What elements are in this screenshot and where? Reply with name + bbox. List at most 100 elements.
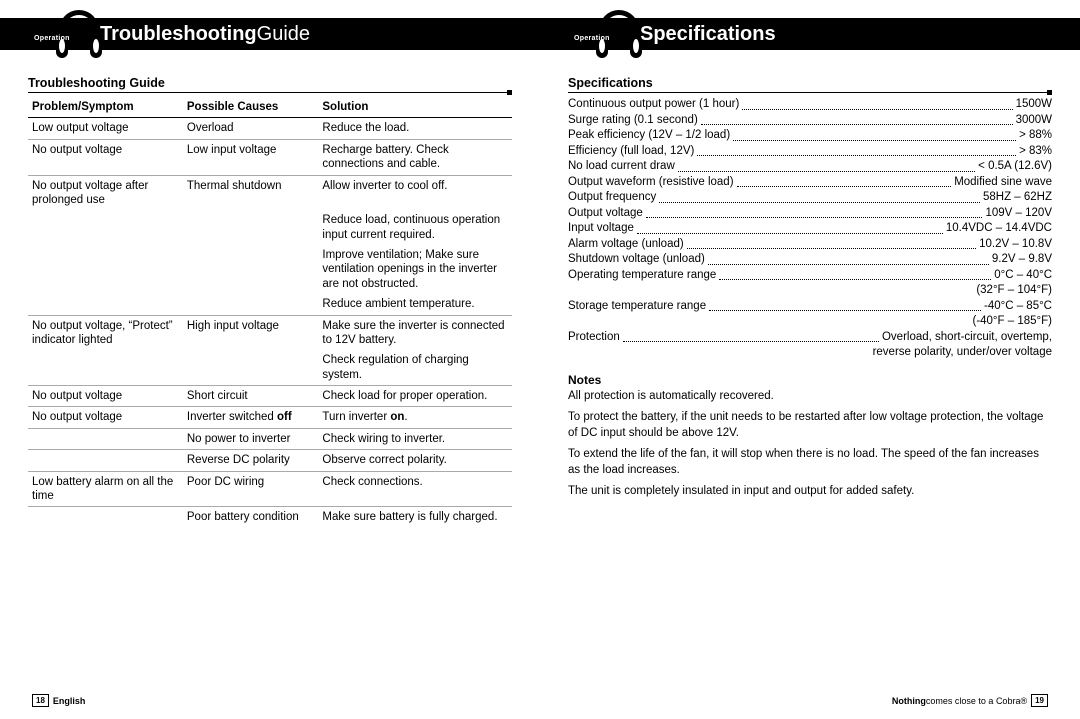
spec-label: Shutdown voltage (unload) [568, 252, 705, 268]
page-number-right: 19 [1031, 694, 1048, 707]
troubleshooting-table: Problem/Symptom Possible Causes Solution… [28, 97, 512, 528]
cell-problem [28, 428, 183, 449]
spec-line: Operating temperature range0°C – 40°C [568, 268, 1052, 284]
cell-problem: No output voltage [28, 386, 183, 407]
spec-value: 9.2V – 9.8V [992, 252, 1052, 268]
spec-label: Protection [568, 330, 620, 346]
spec-line: Continuous output power (1 hour)1500W [568, 97, 1052, 113]
cell-solution: Turn inverter on. [318, 407, 512, 428]
spec-label: Storage temperature range [568, 299, 706, 315]
spec-dots [697, 144, 1016, 157]
spec-value: 1500W [1016, 97, 1052, 113]
spec-dots [737, 175, 952, 188]
spec-dots [701, 113, 1013, 126]
section-title-troubleshooting: Troubleshooting Guide [28, 76, 512, 93]
spec-line: Shutdown voltage (unload) 9.2V – 9.8V [568, 252, 1052, 268]
spec-label: Peak efficiency (12V – 1/2 load) [568, 128, 730, 144]
spec-value-cont: (-40°F – 185°F) [568, 314, 1052, 330]
note-paragraph: To protect the battery, if the unit need… [568, 410, 1052, 441]
document-spread: Operation Troubleshooting Guide Troubles… [0, 0, 1080, 719]
spec-line: No load current draw< 0.5A (12.6V) [568, 159, 1052, 175]
cell-solution: Make sure battery is fully charged. [318, 507, 512, 528]
cell-problem [28, 245, 183, 294]
table-row: Check regulation of charging system. [28, 350, 512, 385]
cell-problem: No output voltage [28, 139, 183, 175]
table-row: Improve ventilation; Make sure ventilati… [28, 245, 512, 294]
th-problem: Problem/Symptom [28, 97, 183, 118]
spec-value: 10.4VDC – 14.4VDC [946, 221, 1052, 237]
spec-value-cont: (32°F – 104°F) [568, 283, 1052, 299]
spec-value: 10.2V – 10.8V [979, 237, 1052, 253]
spec-line: Efficiency (full load, 12V)> 83% [568, 144, 1052, 160]
spec-label: Output frequency [568, 190, 656, 206]
cell-problem: Low battery alarm on all the time [28, 471, 183, 507]
footer-tagline-rest: comes close to a Cobra® [926, 696, 1027, 706]
table-row: No output voltage after prolonged useThe… [28, 175, 512, 210]
spec-line: Output waveform (resistive load)Modified… [568, 175, 1052, 191]
cell-solution: Reduce ambient temperature. [318, 294, 512, 315]
th-solution: Solution [318, 97, 512, 118]
note-paragraph: To extend the life of the fan, it will s… [568, 447, 1052, 478]
cell-solution: Check connections. [318, 471, 512, 507]
header-title-bold: Troubleshooting [100, 23, 257, 46]
spec-line: Output frequency 58HZ – 62HZ [568, 190, 1052, 206]
spec-value: > 88% [1019, 128, 1052, 144]
cell-solution: Reduce the load. [318, 118, 512, 139]
footer-lang: English [53, 696, 86, 706]
cell-problem [28, 294, 183, 315]
spec-label: Efficiency (full load, 12V) [568, 144, 694, 160]
spec-dots [708, 252, 989, 265]
right-page: Operation Specifications Specifications … [540, 0, 1080, 719]
table-row: No output voltageLow input voltageRechar… [28, 139, 512, 175]
spec-label: No load current draw [568, 159, 675, 175]
spec-label: Alarm voltage (unload) [568, 237, 684, 253]
spec-line: Protection Overload, short-circuit, overt… [568, 330, 1052, 346]
spec-line: Peak efficiency (12V – 1/2 load) > 88% [568, 128, 1052, 144]
cell-cause: High input voltage [183, 315, 319, 350]
headphones-icon [588, 6, 650, 62]
th-cause: Possible Causes [183, 97, 319, 118]
spec-line: Alarm voltage (unload) 10.2V – 10.8V [568, 237, 1052, 253]
spec-dots [733, 128, 1016, 141]
cell-cause: Low input voltage [183, 139, 319, 175]
spec-value: Modified sine wave [954, 175, 1052, 191]
spec-value: 58HZ – 62HZ [983, 190, 1052, 206]
table-body: Low output voltageOverloadReduce the loa… [28, 118, 512, 528]
cell-cause [183, 210, 319, 245]
spec-dots [719, 268, 991, 281]
spec-line: Storage temperature range -40°C – 85°C [568, 299, 1052, 315]
spec-dots [678, 159, 975, 172]
spec-value: -40°C – 85°C [984, 299, 1052, 315]
table-row: Poor battery conditionMake sure battery … [28, 507, 512, 528]
cell-problem: No output voltage, “Protect” indicator l… [28, 315, 183, 350]
cell-solution: Make sure the inverter is connected to 1… [318, 315, 512, 350]
notes-title: Notes [568, 373, 1052, 387]
table-row: Low output voltageOverloadReduce the loa… [28, 118, 512, 139]
cell-cause: Poor DC wiring [183, 471, 319, 507]
table-row: No output voltageShort circuitCheck load… [28, 386, 512, 407]
spec-line: Surge rating (0.1 second)3000W [568, 113, 1052, 129]
section-title-specs: Specifications [568, 76, 1052, 93]
cell-solution: Check regulation of charging system. [318, 350, 512, 385]
spec-dots [687, 237, 976, 250]
spec-value: 109V – 120V [985, 206, 1052, 222]
header-title-bold: Specifications [640, 23, 776, 46]
spec-value-cont: reverse polarity, under/over voltage [568, 345, 1052, 361]
table-row: Reduce ambient temperature. [28, 294, 512, 315]
spec-value: Overload, short-circuit, overtemp, [882, 330, 1052, 346]
cell-cause [183, 350, 319, 385]
spec-label: Operating temperature range [568, 268, 716, 284]
footer-right: Nothing comes close to a Cobra® 19 [568, 694, 1052, 707]
cell-solution: Recharge battery. Check connections and … [318, 139, 512, 175]
specs-list: Continuous output power (1 hour)1500WSur… [568, 97, 1052, 361]
spec-dots [637, 221, 943, 234]
spec-dots [659, 190, 980, 203]
spec-line: Output voltage109V – 120V [568, 206, 1052, 222]
cell-solution: Check wiring to inverter. [318, 428, 512, 449]
left-page: Operation Troubleshooting Guide Troubles… [0, 0, 540, 719]
footer-tagline-bold: Nothing [892, 696, 926, 706]
cell-problem [28, 210, 183, 245]
spec-line: Input voltage10.4VDC – 14.4VDC [568, 221, 1052, 237]
cell-problem: No output voltage after prolonged use [28, 175, 183, 210]
headphones-icon [48, 6, 110, 62]
